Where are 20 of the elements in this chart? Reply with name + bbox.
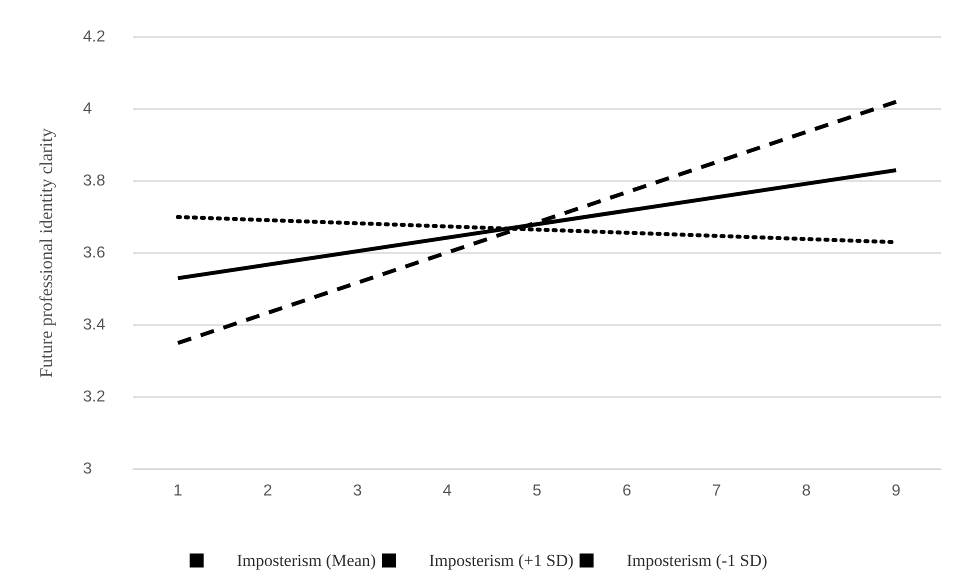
x-tick-label: 4 (442, 482, 452, 500)
legend-label: Imposterism (+1 SD) (428, 551, 574, 570)
x-tick-label: 5 (532, 482, 542, 500)
y-tick-label: 3 (83, 460, 92, 478)
x-tick-label: 6 (622, 482, 632, 500)
y-tick-label: 3.8 (83, 172, 106, 190)
legend-label: Imposterism (Mean) (236, 551, 376, 570)
x-tick-label: 2 (263, 482, 272, 500)
y-tick-label: 3.6 (83, 244, 106, 262)
x-tick-label: 3 (352, 482, 362, 500)
x-tick-label: 8 (802, 482, 811, 500)
y-tick-label: 4 (83, 100, 92, 118)
y-tick-label: 4.2 (83, 28, 106, 46)
x-tick-label: 1 (173, 482, 182, 500)
y-tick-label: 3.4 (83, 316, 106, 334)
legend-label: Imposterism (-1 SD) (626, 551, 768, 570)
y-axis-title: Future professional identity clarity (36, 128, 56, 378)
x-tick-label: 7 (712, 482, 722, 500)
x-tick-label: 9 (892, 482, 901, 500)
y-tick-label: 3.2 (83, 388, 106, 406)
